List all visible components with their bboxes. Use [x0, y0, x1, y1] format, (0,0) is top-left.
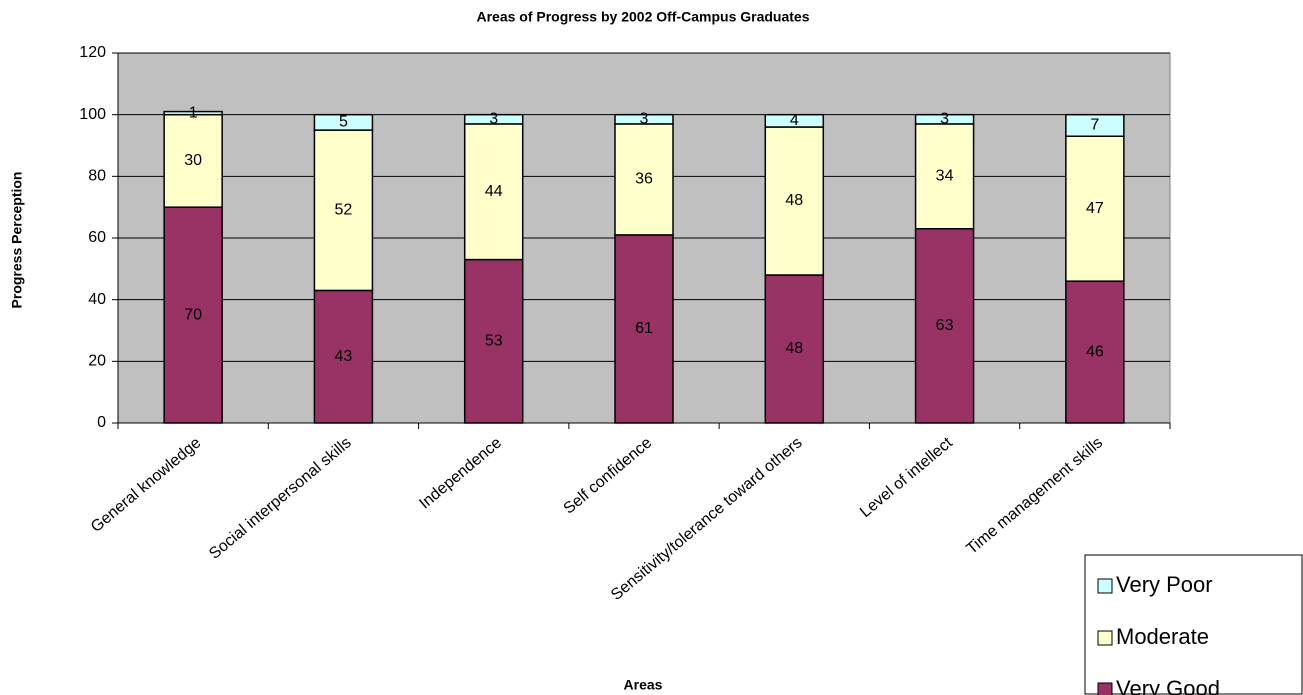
y-tick-label: 120 — [79, 44, 106, 61]
bar-segment — [764, 274, 825, 424]
bar-segment — [914, 228, 975, 424]
x-tick-label: General knowledge — [88, 434, 205, 536]
y-tick-label: 20 — [88, 353, 106, 370]
bar-segment — [313, 289, 374, 424]
y-tick-label: 60 — [88, 229, 106, 246]
bar-segment — [163, 110, 223, 116]
bar-segment — [764, 113, 825, 128]
data-label: 52 — [335, 201, 353, 218]
bar-segment — [313, 113, 374, 131]
legend-label: Very Poor — [1116, 572, 1213, 597]
bar-segment — [614, 123, 674, 236]
data-label: 61 — [635, 320, 653, 337]
data-label: 53 — [485, 333, 503, 350]
x-tick-label: Social interpersonal skills — [206, 434, 355, 563]
x-tick-label: Level of intellect — [857, 434, 956, 521]
y-tick-label: 40 — [88, 291, 106, 308]
data-label: 34 — [936, 168, 954, 185]
chart-title: Areas of Progress by 2002 Off-Campus Gra… — [476, 9, 809, 25]
data-label: 63 — [936, 317, 954, 334]
data-label: 43 — [335, 348, 353, 365]
bar-segment — [163, 206, 223, 424]
bar-segment — [463, 113, 524, 125]
bar-segment — [914, 123, 975, 230]
data-label: 47 — [1086, 200, 1104, 217]
x-tick-label: Time management skills — [964, 434, 1107, 558]
data-label: 5 — [339, 114, 348, 131]
data-label: 48 — [785, 340, 803, 357]
legend — [1084, 554, 1303, 695]
y-axis-label: Progress Perception — [9, 172, 25, 309]
legend-label: Moderate — [1116, 624, 1209, 649]
bar-segment — [614, 113, 674, 125]
data-label: 4 — [790, 112, 799, 129]
data-label: 70 — [184, 306, 202, 323]
y-tick-label: 0 — [97, 414, 106, 431]
data-label: 3 — [489, 111, 498, 128]
x-tick-label: Self confidence — [561, 434, 656, 517]
x-tick-label: Independence — [416, 434, 505, 512]
legend-label: Very Good — [1116, 676, 1220, 695]
bar-segment — [1065, 280, 1125, 424]
bar-segment — [914, 113, 975, 125]
data-label: 3 — [640, 111, 649, 128]
data-label: 1 — [189, 104, 198, 121]
data-label: 3 — [940, 111, 949, 128]
bar-segment — [1065, 113, 1125, 137]
legend-swatch — [1097, 578, 1113, 594]
data-label: 48 — [785, 192, 803, 209]
y-tick-label: 100 — [79, 106, 106, 123]
data-label: 44 — [485, 183, 503, 200]
data-label: 7 — [1090, 117, 1099, 134]
x-axis-label: Areas — [624, 677, 663, 693]
legend-swatch — [1097, 630, 1113, 646]
legend-swatch — [1097, 682, 1113, 695]
data-label: 46 — [1086, 343, 1104, 360]
bar-segment — [614, 234, 674, 424]
data-label: 30 — [184, 152, 202, 169]
data-label: 36 — [635, 171, 653, 188]
y-tick-label: 80 — [88, 168, 106, 185]
bar-segment — [463, 258, 524, 424]
bar-segment — [764, 126, 825, 276]
bar-segment — [163, 113, 223, 208]
